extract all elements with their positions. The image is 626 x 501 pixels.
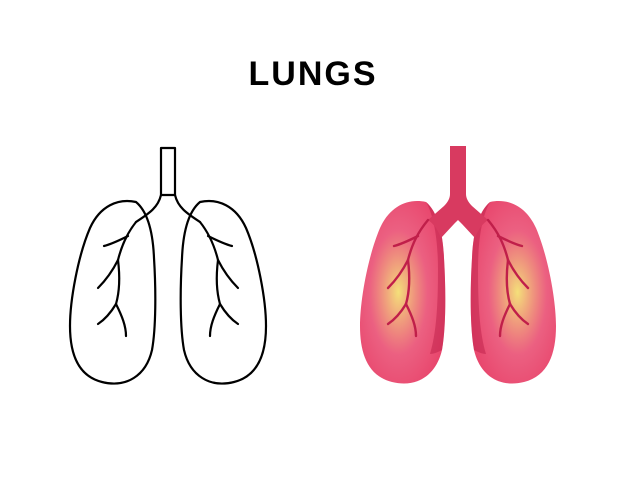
page-root: LUNGS (0, 0, 626, 501)
trachea (428, 146, 488, 238)
left-lobe (360, 201, 445, 384)
figure-row (0, 140, 626, 400)
page-title: LUNGS (0, 55, 626, 94)
lungs-outline-icon (48, 140, 288, 400)
lungs-filled-figure (338, 140, 578, 400)
right-lobe (471, 201, 556, 384)
lungs-filled-icon (338, 140, 578, 400)
lungs-outline-figure (48, 140, 288, 400)
